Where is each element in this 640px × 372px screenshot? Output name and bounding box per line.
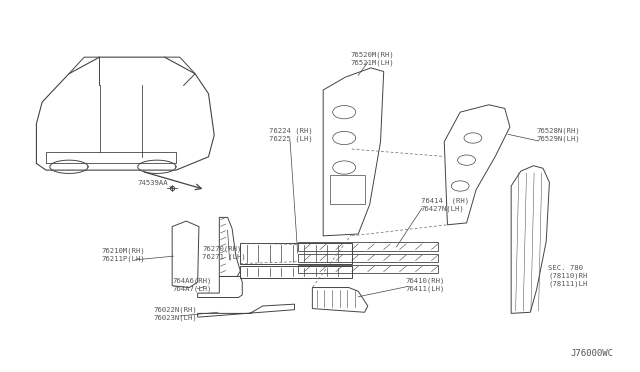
Text: 76210M(RH)
76211P(LH): 76210M(RH) 76211P(LH) xyxy=(101,247,145,262)
Text: 74539AA: 74539AA xyxy=(138,180,168,186)
Text: J76000WC: J76000WC xyxy=(570,349,613,358)
Bar xyxy=(330,175,365,205)
Text: 764A6(RH)
764A7(LH): 764A6(RH) 764A7(LH) xyxy=(172,278,212,292)
Bar xyxy=(241,243,352,263)
Text: 76270(RH)
76271 (LH): 76270(RH) 76271 (LH) xyxy=(202,246,246,260)
Text: 76410(RH)
76411(LH): 76410(RH) 76411(LH) xyxy=(405,278,445,292)
Text: 76022N(RH)
76023N(LH): 76022N(RH) 76023N(LH) xyxy=(153,306,196,321)
Bar xyxy=(298,243,438,251)
Text: 76520M(RH)
76521M(LH): 76520M(RH) 76521M(LH) xyxy=(351,51,394,66)
Bar xyxy=(241,266,352,278)
Bar xyxy=(298,264,438,273)
Bar xyxy=(298,254,438,262)
Text: 76528N(RH)
76529N(LH): 76528N(RH) 76529N(LH) xyxy=(537,127,580,142)
Text: 76414  (RH)
76427N(LH): 76414 (RH) 76427N(LH) xyxy=(420,197,469,212)
Text: SEC. 780
(78110)RH
(78111)LH: SEC. 780 (78110)RH (78111)LH xyxy=(548,266,588,288)
Text: 76224 (RH)
76225 (LH): 76224 (RH) 76225 (LH) xyxy=(269,127,313,142)
